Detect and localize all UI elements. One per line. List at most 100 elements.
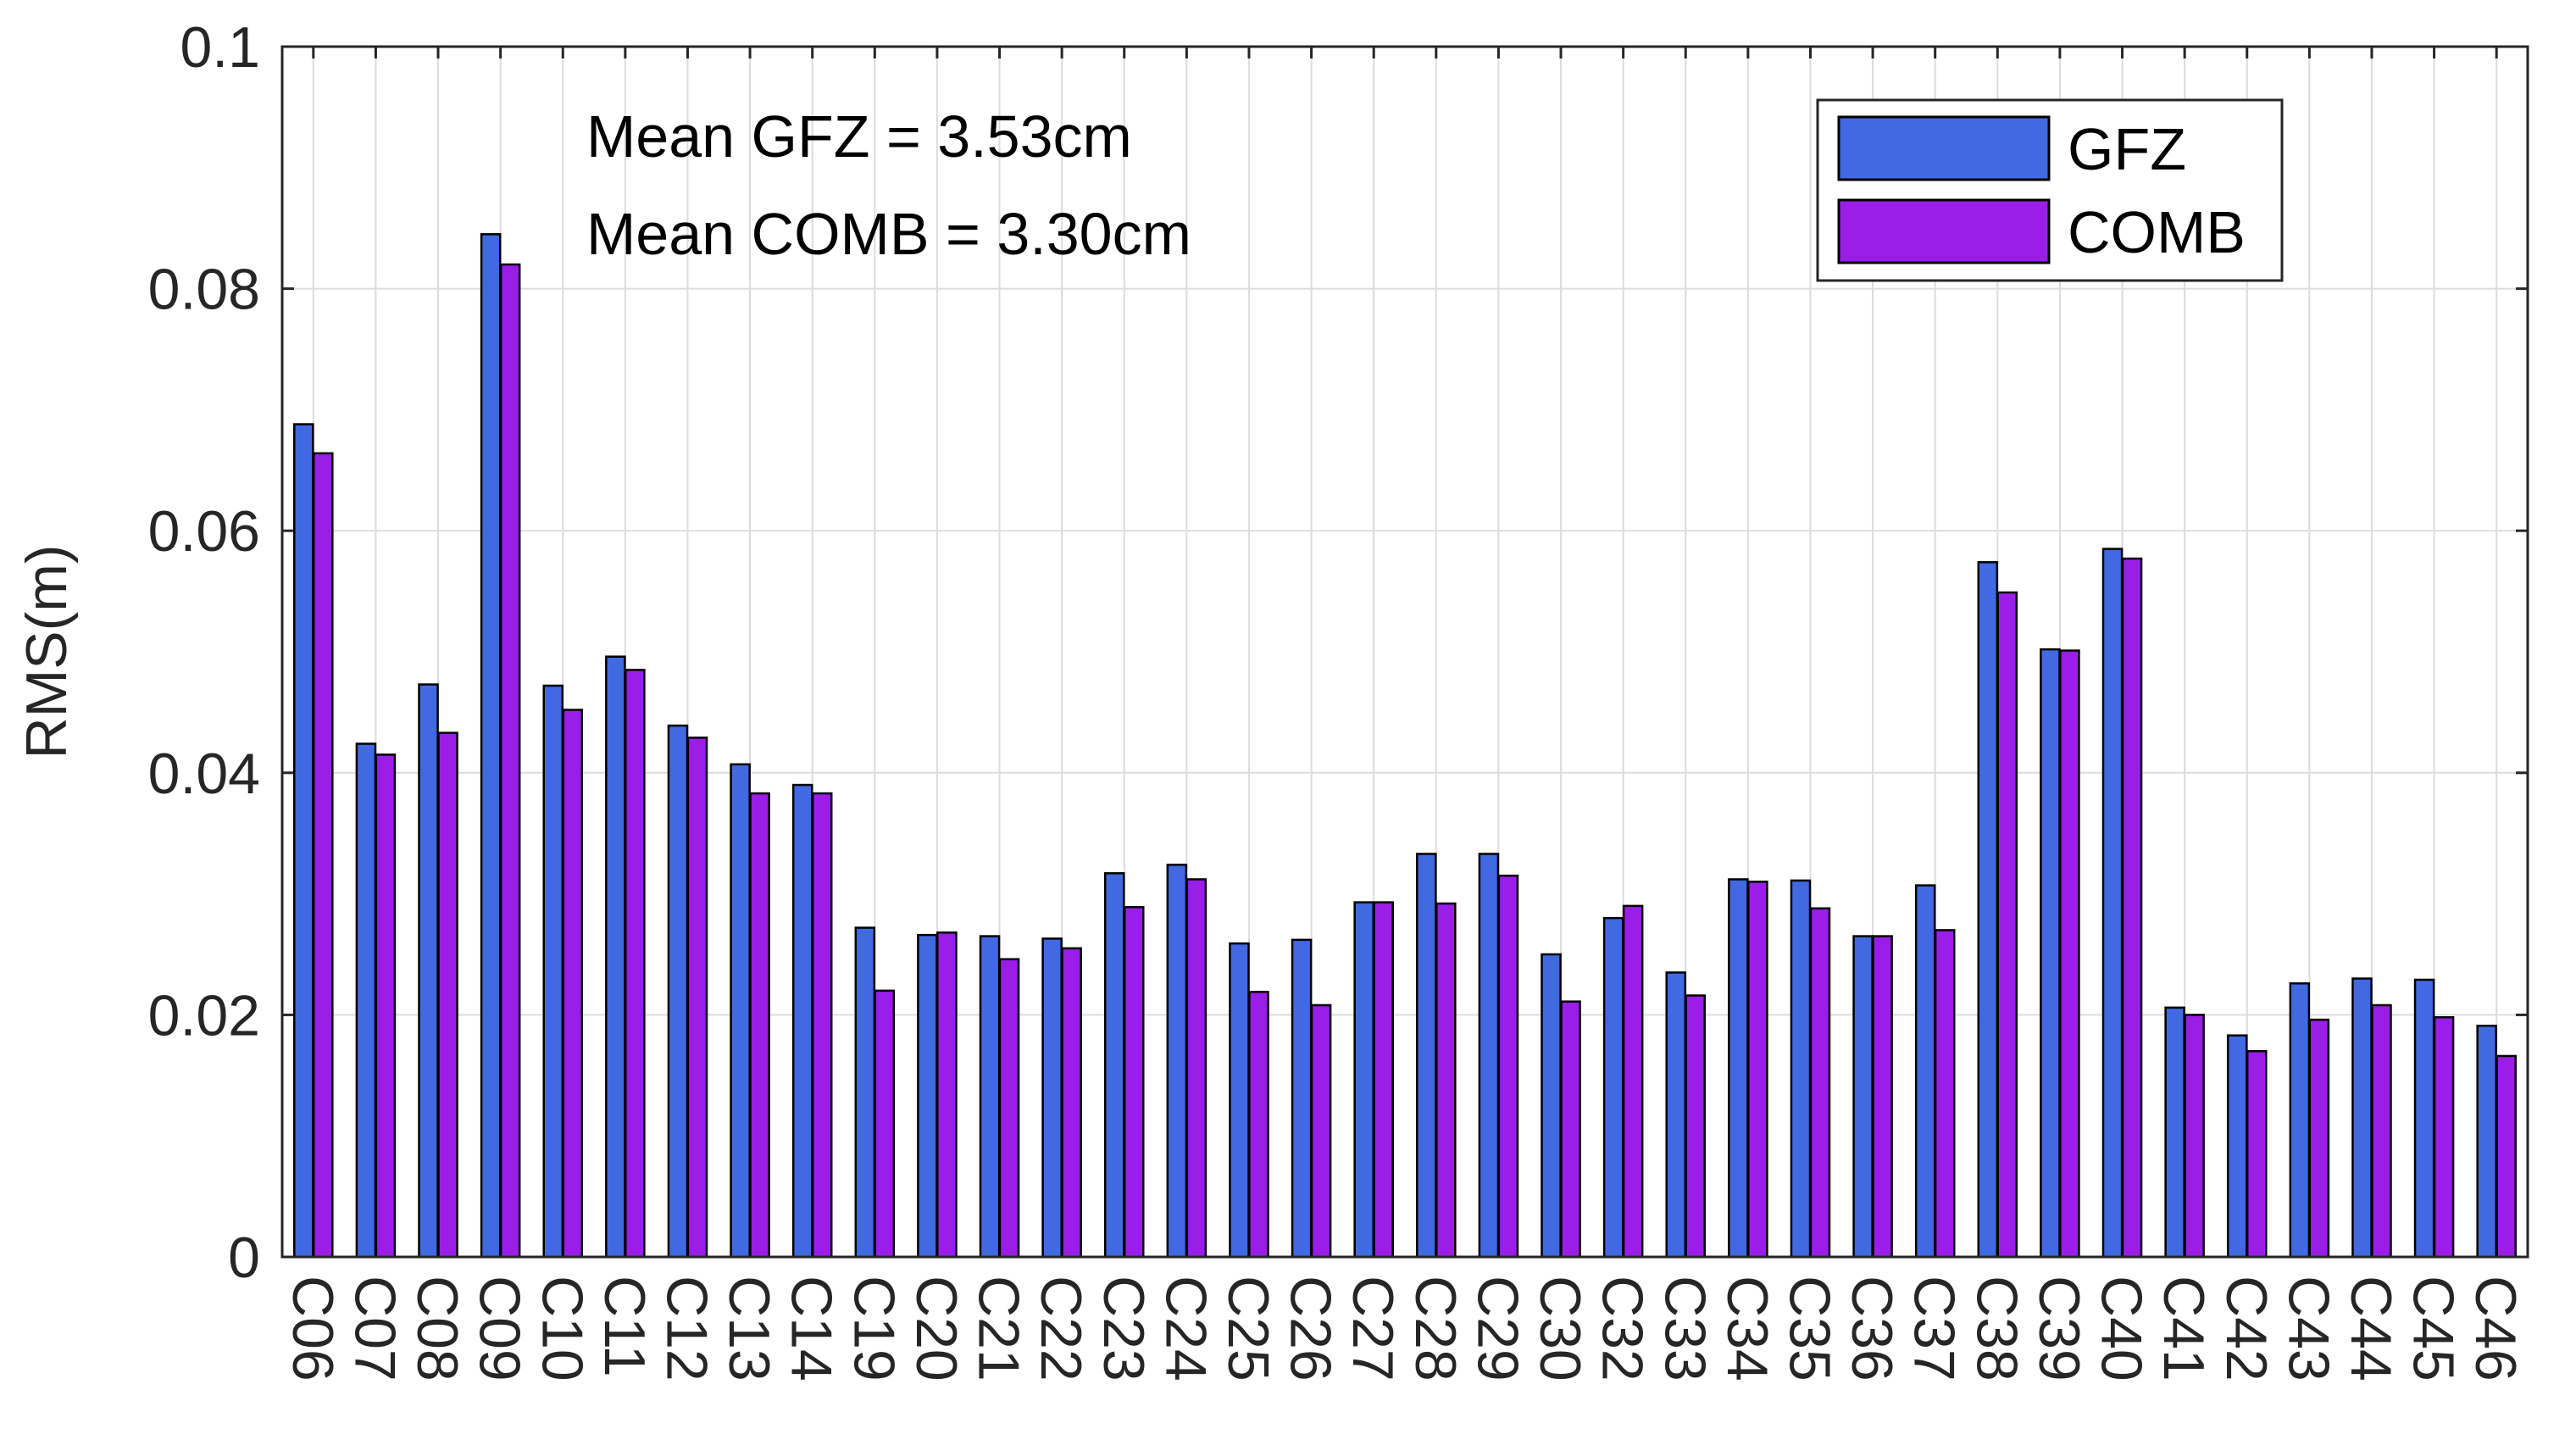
bar-gfz-c43 xyxy=(2289,982,2311,1259)
bar-gfz-c13 xyxy=(730,763,751,1259)
bar-gfz-c24 xyxy=(1166,864,1188,1259)
bar-comb-c19 xyxy=(874,989,896,1259)
x-tick-label: C41 xyxy=(2151,1276,2216,1382)
x-tick-label: C11 xyxy=(592,1276,657,1377)
x-tick-label: C29 xyxy=(1465,1276,1530,1382)
y-tick-label: 0.1 xyxy=(180,15,260,80)
x-tick-label: C39 xyxy=(2027,1276,2091,1382)
bar-comb-c33 xyxy=(1685,994,1707,1259)
x-tick-label: C34 xyxy=(1715,1276,1779,1382)
bar-comb-c34 xyxy=(1747,881,1768,1259)
bar-gfz-c29 xyxy=(1478,853,1500,1259)
bar-comb-c41 xyxy=(2184,1014,2205,1259)
bar-comb-c08 xyxy=(437,731,458,1259)
y-axis-title: RMS(m) xyxy=(14,544,79,759)
legend-label-gfz: GFZ xyxy=(2068,116,2186,182)
bar-comb-c22 xyxy=(1061,947,1082,1259)
bar-comb-c06 xyxy=(312,452,334,1259)
x-tick-label: C35 xyxy=(1777,1276,1841,1382)
bar-gfz-c36 xyxy=(1852,935,1874,1259)
bar-gfz-c19 xyxy=(854,926,876,1259)
bar-gfz-c39 xyxy=(2040,648,2061,1259)
bar-gfz-c46 xyxy=(2476,1025,2498,1259)
x-tick-label: C26 xyxy=(1279,1276,1343,1382)
x-tick-label: C30 xyxy=(1528,1276,1592,1382)
legend-label-comb: COMB xyxy=(2068,199,2246,265)
x-tick-label: C13 xyxy=(717,1276,781,1382)
bar-comb-c29 xyxy=(1497,874,1519,1259)
bar-gfz-c22 xyxy=(1041,937,1063,1259)
y-tick-label: 0.08 xyxy=(148,258,260,322)
bar-gfz-c07 xyxy=(355,742,377,1259)
bar-comb-c13 xyxy=(749,792,770,1259)
x-tick-label: C14 xyxy=(780,1276,844,1382)
x-tick-label: C46 xyxy=(2463,1276,2528,1382)
x-tick-label: C20 xyxy=(904,1276,969,1382)
bar-gfz-c30 xyxy=(1541,953,1562,1259)
y-tick-label: 0.06 xyxy=(148,499,260,564)
bar-gfz-c44 xyxy=(2351,977,2373,1259)
bar-gfz-c11 xyxy=(605,655,626,1259)
x-tick-label: C37 xyxy=(1902,1276,1967,1382)
bar-gfz-c38 xyxy=(1977,561,1999,1259)
y-tick-label: 0.02 xyxy=(148,983,260,1048)
bar-gfz-c14 xyxy=(791,783,813,1259)
bar-comb-c28 xyxy=(1435,902,1457,1259)
bar-comb-c11 xyxy=(625,669,646,1259)
x-tick-label: C21 xyxy=(967,1276,1031,1382)
bar-gfz-c27 xyxy=(1353,901,1375,1259)
bar-comb-c37 xyxy=(1934,929,1956,1259)
x-tick-label: C45 xyxy=(2401,1276,2466,1382)
bar-comb-c36 xyxy=(1872,935,1893,1259)
annotation-mean-gfz: Mean GFZ = 3.53cm xyxy=(586,103,1132,170)
bar-comb-c20 xyxy=(936,931,958,1259)
bar-comb-c24 xyxy=(1185,878,1208,1259)
x-tick-label: C24 xyxy=(1153,1276,1218,1382)
bar-comb-c38 xyxy=(1996,591,2018,1259)
x-tick-label: C33 xyxy=(1652,1276,1717,1382)
plot-frame xyxy=(280,45,2529,1259)
bar-gfz-c20 xyxy=(917,933,938,1259)
y-tick-label: 0.04 xyxy=(148,742,260,806)
x-tick-label: C28 xyxy=(1403,1276,1468,1382)
x-tick-label: C44 xyxy=(2339,1276,2403,1382)
bar-gfz-c21 xyxy=(979,935,1001,1259)
x-tick-label: C08 xyxy=(405,1276,469,1382)
y-tick-label: 0 xyxy=(228,1226,260,1290)
bar-gfz-c09 xyxy=(480,233,502,1259)
x-tick-label: C38 xyxy=(1964,1276,2029,1382)
x-tick-label: C42 xyxy=(2214,1276,2279,1382)
bar-gfz-c32 xyxy=(1602,916,1624,1259)
bar-gfz-c28 xyxy=(1416,853,1437,1259)
x-tick-label: C06 xyxy=(280,1276,345,1382)
x-tick-label: C43 xyxy=(2276,1276,2340,1382)
x-tick-label: C40 xyxy=(2090,1276,2154,1382)
x-tick-label: C32 xyxy=(1591,1276,1655,1382)
bar-gfz-c08 xyxy=(418,683,439,1259)
x-tick-label: C09 xyxy=(468,1276,532,1382)
bar-comb-c25 xyxy=(1248,991,1269,1259)
bar-gfz-c37 xyxy=(1914,884,1936,1259)
x-tick-label: C23 xyxy=(1091,1276,1156,1382)
bar-comb-c21 xyxy=(998,958,1020,1259)
bar-comb-c32 xyxy=(1622,904,1644,1259)
bar-gfz-c10 xyxy=(542,684,564,1259)
bar-comb-c27 xyxy=(1373,901,1394,1259)
x-tick-label: C19 xyxy=(841,1276,906,1382)
bar-comb-c45 xyxy=(2433,1016,2455,1259)
legend-swatch-gfz xyxy=(1837,115,2051,181)
x-tick-label: C27 xyxy=(1341,1276,1405,1382)
bar-gfz-c42 xyxy=(2226,1034,2248,1259)
bar-comb-c07 xyxy=(375,753,397,1259)
bar-comb-c23 xyxy=(1123,906,1145,1259)
bar-gfz-c12 xyxy=(667,724,689,1259)
bar-comb-c43 xyxy=(2308,1018,2330,1259)
x-tick-label: C10 xyxy=(530,1276,594,1382)
x-tick-label: C22 xyxy=(1029,1276,1093,1382)
bar-gfz-c41 xyxy=(2164,1006,2185,1259)
bar-comb-c10 xyxy=(562,709,584,1259)
bar-comb-c09 xyxy=(499,263,521,1259)
bar-gfz-c06 xyxy=(293,423,314,1259)
legend-swatch-comb xyxy=(1837,198,2051,264)
